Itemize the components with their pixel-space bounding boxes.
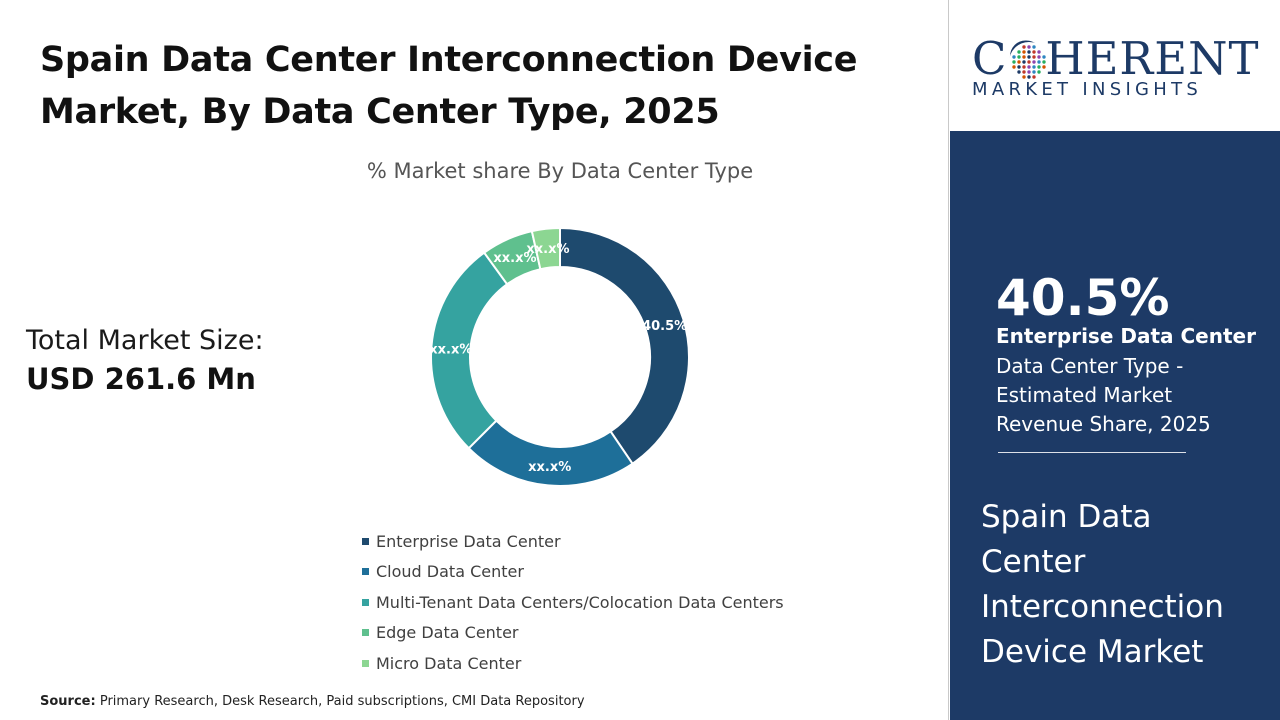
legend-item-3: Edge Data Center [362, 618, 784, 649]
logo: COHERENT MARKET INSIGHTS [950, 0, 1280, 131]
total-market-value: USD 261.6 Mn [26, 362, 256, 396]
donut-slice-label-2: xx.x% [429, 342, 472, 357]
source-note: Source: Primary Research, Desk Research,… [40, 694, 585, 709]
page-title-line-2: Market, By Data Center Type, 2025 [40, 92, 720, 132]
source-text: Primary Research, Desk Research, Paid su… [99, 694, 585, 709]
highlight-description: Data Center Type - Estimated Market Reve… [996, 354, 1211, 436]
legend-swatch [362, 537, 369, 545]
main-panel: Spain Data Center Interconnection Device… [26, 0, 949, 720]
globe-dots-icon [1009, 42, 1049, 82]
legend-item-4: Micro Data Center [362, 648, 784, 679]
legend-label: Multi-Tenant Data Centers/Colocation Dat… [376, 592, 784, 612]
legend-swatch [362, 598, 369, 606]
legend-label: Micro Data Center [376, 653, 522, 673]
total-market-size: Total Market Size: USD 261.6 Mn [26, 325, 264, 396]
donut-slice-label-0: 40.5% [642, 319, 687, 334]
market-name: Spain Data Center Interconnection Device… [981, 499, 1224, 670]
highlight-segment: Enterprise Data Center [996, 324, 1256, 348]
legend-label: Edge Data Center [376, 623, 519, 643]
donut-slice-label-3: xx.x% [493, 251, 536, 266]
highlight-value: 40.5% [996, 269, 1170, 327]
donut-chart: 40.5%xx.x%xx.x%xx.x%xx.x% [429, 226, 690, 487]
page-title: Spain Data Center Interconnection Device… [40, 34, 920, 138]
donut-slice-label-4: xx.x% [526, 242, 569, 257]
divider [998, 452, 1186, 453]
chart-title: % Market share By Data Center Type [366, 159, 754, 183]
legend-label: Cloud Data Center [376, 562, 524, 582]
legend-swatch [362, 568, 369, 576]
legend-swatch [362, 659, 369, 667]
legend-swatch [362, 629, 369, 637]
legend-item-2: Multi-Tenant Data Centers/Colocation Dat… [362, 587, 784, 618]
source-label: Source: [40, 694, 96, 709]
donut-slice-1 [467, 419, 634, 487]
donut-slice-4 [530, 226, 561, 271]
legend-label: Enterprise Data Center [376, 531, 561, 551]
donut-slice-0 [559, 226, 690, 466]
logo-sub-text: MARKET INSIGHTS [972, 79, 1203, 100]
chart-legend: Enterprise Data Center Cloud Data Center M… [362, 526, 784, 679]
legend-item-1: Cloud Data Center [362, 557, 784, 588]
page-title-line-1: Spain Data Center Interconnection Device [40, 40, 858, 80]
donut-slice-label-1: xx.x% [528, 460, 571, 475]
side-panel: COHERENT MARKET INSIGHTS 40.5% Enterpris… [950, 0, 1280, 720]
total-market-label: Total Market Size: [26, 325, 264, 356]
legend-item-0: Enterprise Data Center [362, 526, 784, 557]
highlight-panel: 40.5% Enterprise Data Center Data Center… [950, 131, 1280, 720]
